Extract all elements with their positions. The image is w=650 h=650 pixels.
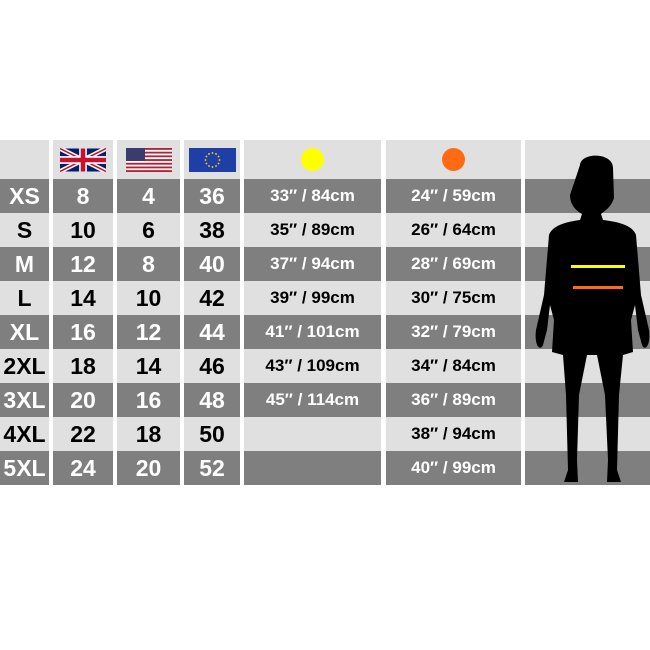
- figure-row-bg: [525, 451, 650, 485]
- cell-size: M: [0, 247, 49, 281]
- cell-uk: 8: [53, 179, 113, 213]
- cell-us: 12: [117, 315, 180, 349]
- figure-row-bg: [525, 383, 650, 417]
- cell-us: 4: [117, 179, 180, 213]
- cell-uk: 10: [53, 213, 113, 247]
- bust-line: [571, 265, 625, 268]
- cell-eu: 50: [184, 417, 240, 451]
- eu-flag-icon: [188, 147, 236, 172]
- header-bust: [244, 140, 381, 179]
- header-us: [117, 140, 180, 179]
- eu-star-icon: [214, 164, 217, 167]
- header-size: [0, 140, 49, 179]
- cell-waist: 24″ / 59cm: [386, 179, 521, 213]
- header-eu: [184, 140, 240, 179]
- cell-waist: 34″ / 84cm: [386, 349, 521, 383]
- female-silhouette-icon: [535, 155, 650, 482]
- cell-bust: 43″ / 109cm: [244, 349, 381, 383]
- cell-waist: 30″ / 75cm: [386, 281, 521, 315]
- cell-size: 4XL: [0, 417, 49, 451]
- cell-us: 14: [117, 349, 180, 383]
- cell-eu: 36: [184, 179, 240, 213]
- waist-color-dot-icon: [442, 148, 465, 171]
- cell-eu: 52: [184, 451, 240, 485]
- cell-uk: 22: [53, 417, 113, 451]
- eu-star-icon: [217, 155, 219, 157]
- eu-star-icon: [207, 152, 210, 155]
- cell-us: 18: [117, 417, 180, 451]
- cell-size: 5XL: [0, 451, 49, 485]
- eu-star-icon: [214, 152, 217, 155]
- cell-uk: 18: [53, 349, 113, 383]
- eu-star-icon: [205, 155, 207, 157]
- cell-uk: 14: [53, 281, 113, 315]
- eu-star-icon: [211, 151, 213, 154]
- cell-bust: [244, 451, 381, 485]
- cell-waist: 32″ / 79cm: [386, 315, 521, 349]
- eu-star-icon: [218, 158, 220, 161]
- cell-waist: 36″ / 89cm: [386, 383, 521, 417]
- cell-waist: 38″ / 94cm: [386, 417, 521, 451]
- cell-uk: 24: [53, 451, 113, 485]
- cell-uk: 20: [53, 383, 113, 417]
- cell-size: S: [0, 213, 49, 247]
- cell-waist: 40″ / 99cm: [386, 451, 521, 485]
- eu-star-icon: [211, 165, 213, 168]
- cell-eu: 42: [184, 281, 240, 315]
- eu-star-icon: [207, 164, 210, 167]
- waist-line: [573, 286, 623, 289]
- cell-us: 6: [117, 213, 180, 247]
- cell-bust: [244, 417, 381, 451]
- cell-bust: 41″ / 101cm: [244, 315, 381, 349]
- cell-eu: 40: [184, 247, 240, 281]
- bust-color-dot-icon: [301, 148, 324, 171]
- us-flag-icon: [125, 147, 172, 172]
- cell-size: 3XL: [0, 383, 49, 417]
- cell-eu: 46: [184, 349, 240, 383]
- cell-waist: 26″ / 64cm: [386, 213, 521, 247]
- cell-eu: 48: [184, 383, 240, 417]
- cell-eu: 38: [184, 213, 240, 247]
- cell-us: 8: [117, 247, 180, 281]
- header-waist: [386, 140, 521, 179]
- cell-bust: 35″ / 89cm: [244, 213, 381, 247]
- cell-eu: 44: [184, 315, 240, 349]
- cell-bust: 39″ / 99cm: [244, 281, 381, 315]
- cell-size: XL: [0, 315, 49, 349]
- cell-bust: 37″ / 94cm: [244, 247, 381, 281]
- uk-flag-icon: [60, 147, 106, 172]
- cell-waist: 28″ / 69cm: [386, 247, 521, 281]
- eu-star-icon: [205, 162, 207, 164]
- figure-row-bg: [525, 417, 650, 451]
- cell-bust: 45″ / 114cm: [244, 383, 381, 417]
- cell-size: XS: [0, 179, 49, 213]
- cell-us: 16: [117, 383, 180, 417]
- header-uk: [53, 140, 113, 179]
- cell-us: 20: [117, 451, 180, 485]
- cell-us: 10: [117, 281, 180, 315]
- cell-bust: 33″ / 84cm: [244, 179, 381, 213]
- cell-uk: 16: [53, 315, 113, 349]
- eu-star-icon: [217, 162, 219, 164]
- cell-uk: 12: [53, 247, 113, 281]
- cell-size: L: [0, 281, 49, 315]
- cell-size: 2XL: [0, 349, 49, 383]
- eu-star-icon: [204, 158, 206, 161]
